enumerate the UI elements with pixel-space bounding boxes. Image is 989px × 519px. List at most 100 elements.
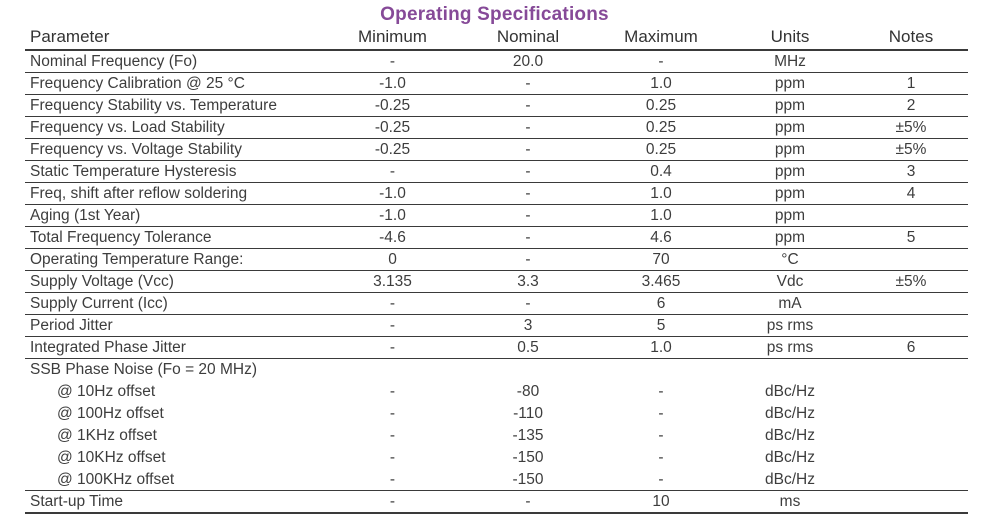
table-row: Supply Current (Icc) - -6 mA — [25, 292, 968, 315]
cell-min: - — [389, 449, 396, 466]
cell-notes — [854, 403, 968, 425]
cell-max: 1.0 — [596, 204, 726, 227]
cell-units: ppm — [726, 182, 854, 205]
cell-min — [325, 359, 460, 381]
cell-max: 1.0 — [596, 336, 726, 359]
table-row: Period Jitter -3 5 ps rms — [25, 314, 968, 337]
cell-notes — [854, 468, 968, 491]
cell-min: - — [389, 383, 396, 400]
cell-notes — [854, 490, 968, 514]
cell-max: 0.4 — [596, 160, 726, 183]
cell-max: 5 — [596, 314, 726, 337]
cell-nom: -150 — [460, 468, 596, 491]
cell-param: Frequency Calibration @ 25 °C — [25, 72, 325, 95]
cell-nom: - — [460, 226, 596, 249]
table-row: Frequency Stability vs. Temperature -0.25… — [25, 94, 968, 117]
table-row: @ 100Hz offset - -110 - dBc/Hz — [25, 403, 968, 425]
cell-min: -0.25 — [325, 138, 460, 161]
cell-notes: 3 — [854, 160, 968, 183]
table-header-row: Parameter Minimum Nominal Maximum Units … — [25, 27, 968, 51]
cell-param: Aging (1st Year) — [25, 204, 325, 227]
cell-param: Total Frequency Tolerance — [25, 226, 325, 249]
cell-nom: 0.5 — [460, 336, 596, 359]
cell-units: dBc/Hz — [765, 449, 815, 466]
cell-nom: 3.3 — [460, 270, 596, 293]
cell-min: - — [325, 314, 460, 337]
cell-min: 3.135 — [325, 270, 460, 293]
cell-min: - — [389, 405, 396, 422]
table-row: Aging (1st Year) -1.0-1.0 ppm — [25, 204, 968, 227]
cell-nom: - — [460, 160, 596, 183]
cell-max: 3.465 — [596, 270, 726, 293]
cell-nom: - — [460, 248, 596, 271]
cell-nom: - — [460, 490, 596, 514]
cell-notes — [854, 359, 968, 381]
cell-notes — [854, 50, 968, 73]
cell-max: - — [658, 449, 664, 466]
cell-param: Integrated Phase Jitter — [25, 336, 325, 359]
cell-units: ppm — [726, 138, 854, 161]
cell-param: SSB Phase Noise (Fo = 20 MHz) — [30, 361, 257, 379]
cell-max: 6 — [596, 292, 726, 315]
cell-notes: 6 — [854, 336, 968, 359]
cell-units — [726, 359, 854, 381]
cell-max — [596, 359, 726, 381]
cell-notes — [854, 248, 968, 271]
table-row: @ 100KHz offset - -150- dBc/Hz — [25, 468, 968, 491]
cell-max: 0.25 — [596, 94, 726, 117]
cell-units: MHz — [726, 50, 854, 73]
cell-param: Frequency Stability vs. Temperature — [25, 94, 325, 117]
cell-notes: 1 — [854, 72, 968, 95]
cell-nom: 20.0 — [460, 50, 596, 73]
cell-param: @ 10Hz offset — [57, 383, 156, 400]
table-row: @ 1KHz offset - -135 - dBc/Hz — [25, 425, 968, 447]
cell-max: - — [658, 427, 664, 444]
cell-units: ppm — [726, 204, 854, 227]
cell-nom: -80 — [516, 383, 540, 400]
table-row: @ 10Hz offset - -80 - dBc/Hz — [25, 381, 968, 403]
table-body: Nominal Frequency (Fo) -20.0- MHz Frequency… — [25, 50, 968, 514]
cell-min: - — [389, 427, 396, 444]
table-row: Frequency vs. Voltage Stability -0.25-0.2… — [25, 138, 968, 161]
table-row: Freq, shift after reflow soldering -1.0-1… — [25, 182, 968, 205]
cell-nom: - — [460, 72, 596, 95]
cell-notes: ±5% — [854, 116, 968, 139]
cell-units: Vdc — [726, 270, 854, 293]
cell-units: ppm — [726, 116, 854, 139]
cell-nom: -135 — [512, 427, 544, 444]
cell-notes — [854, 425, 968, 447]
table-row: Static Temperature Hysteresis - -0.4 ppm 3 — [25, 160, 968, 183]
cell-notes — [854, 447, 968, 469]
table-row: @ 10KHz offset - -150 - dBc/Hz — [25, 447, 968, 469]
cell-units: mA — [726, 292, 854, 315]
cell-notes: 2 — [854, 94, 968, 117]
table-row: Nominal Frequency (Fo) -20.0- MHz — [25, 50, 968, 73]
cell-notes: ±5% — [854, 270, 968, 293]
col-header-units: Units — [726, 27, 854, 51]
cell-param: @ 10KHz offset — [57, 449, 166, 466]
col-header-nominal: Nominal — [460, 27, 596, 51]
cell-units: ppm — [726, 226, 854, 249]
table-row: Total Frequency Tolerance -4.6-4.6 ppm 5 — [25, 226, 968, 249]
cell-param: Static Temperature Hysteresis — [25, 160, 325, 183]
cell-units: dBc/Hz — [765, 405, 815, 422]
cell-min: - — [325, 336, 460, 359]
cell-notes — [854, 204, 968, 227]
table-row: Start-up Time - -10 ms — [25, 490, 968, 514]
cell-nom: -110 — [513, 405, 543, 422]
cell-param: Period Jitter — [25, 314, 325, 337]
cell-param: Supply Voltage (Vcc) — [25, 270, 325, 293]
table-row: Supply Voltage (Vcc) 3.135 3.3 3.465 Vdc ±5% — [25, 270, 968, 293]
cell-min: - — [325, 160, 460, 183]
cell-param: Frequency vs. Load Stability — [25, 116, 325, 139]
cell-notes: 5 — [854, 226, 968, 249]
cell-notes — [854, 292, 968, 315]
cell-max: - — [658, 405, 664, 422]
cell-notes — [854, 381, 968, 403]
cell-min: - — [325, 490, 460, 514]
cell-max: 1.0 — [596, 182, 726, 205]
specs-table: Parameter Minimum Nominal Maximum Units … — [25, 27, 968, 514]
cell-units: dBc/Hz — [726, 468, 854, 491]
page-title: Operating Specifications — [380, 4, 609, 25]
cell-notes: 4 — [854, 182, 968, 205]
